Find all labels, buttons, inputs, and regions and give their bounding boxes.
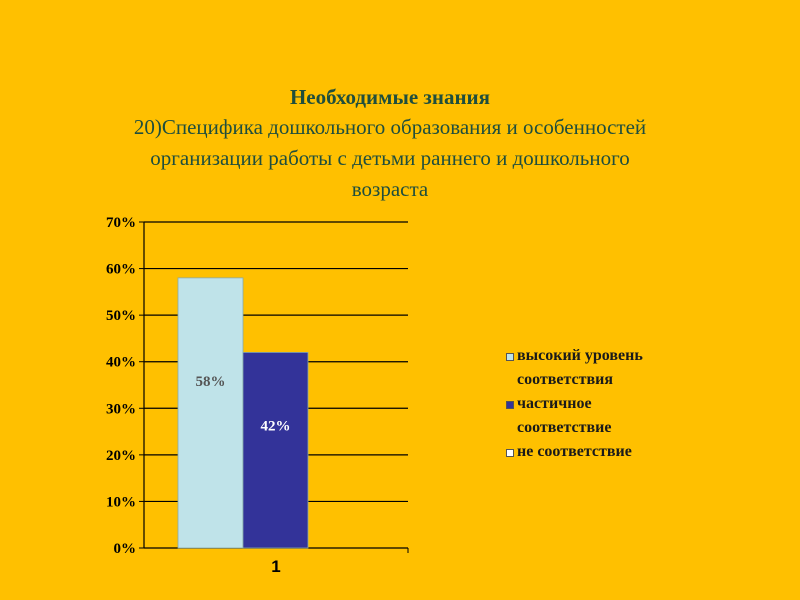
data-label: 58% xyxy=(196,374,226,390)
legend-label: частичное xyxy=(517,395,592,412)
bar xyxy=(177,277,244,549)
legend-label: не соответствие xyxy=(517,443,632,460)
y-tick-label: 60% xyxy=(106,262,136,278)
title-subtitle-line-1: 20)Специфика дошкольного образования и о… xyxy=(133,115,647,139)
title-subtitle-line-3: возраста xyxy=(351,177,429,201)
legend-label: высокий уровень xyxy=(517,347,643,364)
y-tick-label: 10% xyxy=(106,494,136,510)
y-tick-label: 0% xyxy=(114,541,137,557)
legend-item: высокий уровень соответствия xyxy=(505,344,705,392)
y-tick-label: 40% xyxy=(106,355,136,371)
bar xyxy=(242,351,309,549)
y-tick-label: 20% xyxy=(106,448,136,464)
legend-swatch xyxy=(506,449,514,457)
legend-item: не соответствие xyxy=(505,440,705,464)
chart-legend: высокий уровень соответствия частичное соот… xyxy=(505,344,705,464)
legend-swatch xyxy=(506,401,514,409)
legend-label: соответствие xyxy=(517,419,612,436)
y-tick-label: 70% xyxy=(106,215,136,231)
y-tick-label: 30% xyxy=(106,401,136,417)
title-subtitle-line-2: организации работы с детьми раннего и до… xyxy=(150,146,630,170)
chart-title: Необходимые знания 20)Специфика дошкольн… xyxy=(0,82,780,205)
title-heading: Необходимые знания xyxy=(289,85,491,109)
data-label: 42% xyxy=(261,419,291,435)
legend-item: частичное соответствие xyxy=(505,392,705,440)
y-tick-label: 50% xyxy=(106,308,136,324)
legend-swatch xyxy=(506,353,514,361)
legend-label: соответствия xyxy=(517,371,614,388)
x-tick-label: 1 xyxy=(271,557,280,576)
